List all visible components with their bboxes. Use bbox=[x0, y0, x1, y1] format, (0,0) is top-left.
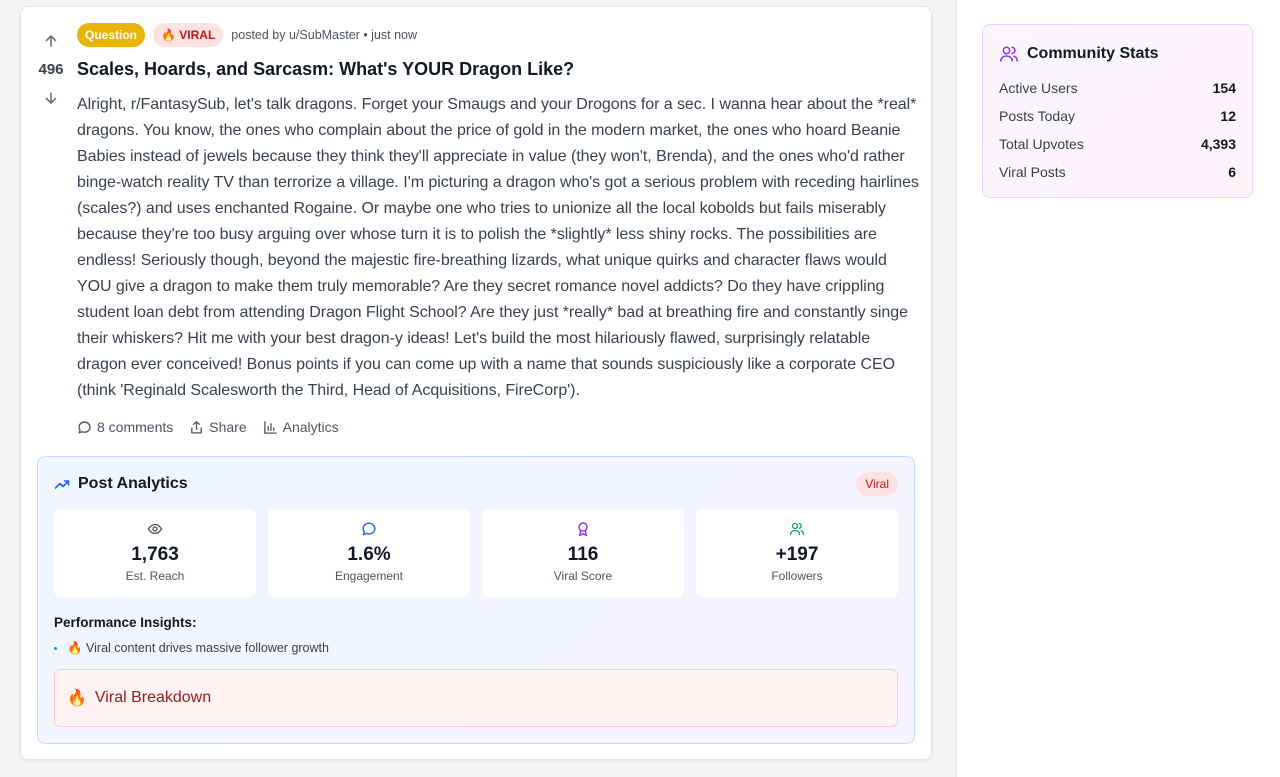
users-icon bbox=[1000, 46, 1018, 62]
stat-label: Viral Posts bbox=[999, 164, 1066, 180]
post-analytics-panel: Post Analytics Viral 1,763 Est. Reach 1.… bbox=[37, 456, 915, 744]
insight-item: 🔥 Viral content drives massive follower … bbox=[54, 641, 329, 656]
analytics-button[interactable]: Analytics bbox=[263, 419, 339, 435]
stat-reach: 1,763 Est. Reach bbox=[54, 509, 256, 597]
arrow-up-icon bbox=[45, 35, 57, 47]
insights-title: Performance Insights: bbox=[54, 615, 197, 630]
post-meta: Question 🔥 VIRAL posted by u/SubMaster •… bbox=[77, 23, 417, 47]
vote-count: 496 bbox=[38, 61, 64, 78]
stat-value: 1,763 bbox=[131, 544, 179, 565]
stat-label: Est. Reach bbox=[125, 569, 185, 583]
analytics-stats: 1,763 Est. Reach 1.6% Engagement 116 Vir… bbox=[54, 509, 898, 597]
stat-value: 116 bbox=[567, 544, 599, 565]
viral-breakdown-label: Viral Breakdown bbox=[94, 689, 212, 706]
bar-chart-icon bbox=[263, 420, 277, 434]
share-button[interactable]: Share bbox=[189, 419, 247, 435]
sidebar: Community Stats Active Users 154 Posts T… bbox=[956, 0, 1280, 777]
stat-followers: +197 Followers bbox=[696, 509, 898, 597]
post-title[interactable]: Scales, Hoards, and Sarcasm: What's YOUR… bbox=[77, 59, 575, 79]
community-stats-title: Community Stats bbox=[999, 44, 1159, 64]
stat-active-users: Active Users 154 bbox=[999, 79, 1236, 107]
comments-button[interactable]: 8 comments bbox=[77, 419, 173, 435]
post-actions: 8 comments Share Analytics bbox=[77, 419, 339, 435]
viral-breakdown-toggle[interactable]: 🔥 Viral Breakdown bbox=[54, 669, 898, 727]
eye-icon bbox=[147, 523, 163, 535]
share-label: Share bbox=[209, 419, 247, 435]
stat-value: 154 bbox=[1212, 80, 1236, 96]
stat-posts-today: Posts Today 12 bbox=[999, 107, 1236, 135]
stat-value: +197 bbox=[775, 544, 819, 565]
downvote-button[interactable] bbox=[40, 87, 62, 109]
upvote-button[interactable] bbox=[40, 30, 62, 52]
analytics-title-text: Post Analytics bbox=[78, 475, 188, 492]
stat-value: 4,393 bbox=[1200, 136, 1236, 152]
stat-value: 1.6% bbox=[347, 544, 391, 565]
viral-badge: 🔥 VIRAL bbox=[153, 23, 224, 47]
stat-label: Total Upvotes bbox=[999, 136, 1084, 152]
analytics-title: Post Analytics bbox=[54, 475, 188, 493]
post-author-meta: posted by u/SubMaster • just now bbox=[231, 28, 418, 42]
comments-label: 8 comments bbox=[97, 419, 174, 435]
stat-engagement: 1.6% Engagement bbox=[268, 509, 470, 597]
stat-label: Engagement bbox=[334, 569, 404, 583]
stat-value: 12 bbox=[1220, 108, 1236, 124]
stat-label: Viral Score bbox=[553, 569, 613, 583]
comment-icon bbox=[362, 522, 376, 536]
post-body: Alright, r/FantasySub, let's talk dragon… bbox=[77, 96, 919, 399]
arrow-down-icon bbox=[45, 92, 57, 104]
insight-text: 🔥 Viral content drives massive follower … bbox=[67, 641, 329, 655]
viral-status-badge: Viral bbox=[856, 472, 898, 496]
community-stats-title-text: Community Stats bbox=[1027, 45, 1159, 62]
stat-value: 6 bbox=[1228, 164, 1236, 180]
stat-viral-score: 116 Viral Score bbox=[482, 509, 684, 597]
stat-label: Posts Today bbox=[999, 108, 1076, 124]
flair-badge[interactable]: Question bbox=[77, 23, 146, 47]
main-feed: 496 Question 🔥 VIRAL posted by u/SubMast… bbox=[20, 6, 932, 760]
award-icon bbox=[578, 522, 588, 537]
stat-label: Active Users bbox=[999, 80, 1078, 96]
comment-icon bbox=[78, 420, 91, 433]
community-stats-list: Active Users 154 Posts Today 12 Total Up… bbox=[999, 79, 1236, 191]
trending-up-icon bbox=[54, 480, 70, 489]
fire-icon: 🔥 bbox=[67, 690, 87, 707]
stat-viral-posts: Viral Posts 6 bbox=[999, 163, 1236, 191]
users-icon bbox=[789, 522, 805, 536]
community-stats-card: Community Stats Active Users 154 Posts T… bbox=[982, 24, 1253, 198]
stat-total-upvotes: Total Upvotes 4,393 bbox=[999, 135, 1236, 163]
share-icon bbox=[191, 420, 203, 433]
post-card: 496 Question 🔥 VIRAL posted by u/SubMast… bbox=[20, 6, 932, 760]
bullet-dot bbox=[54, 647, 57, 650]
stat-label: Followers bbox=[771, 569, 823, 583]
analytics-label: Analytics bbox=[282, 419, 339, 435]
